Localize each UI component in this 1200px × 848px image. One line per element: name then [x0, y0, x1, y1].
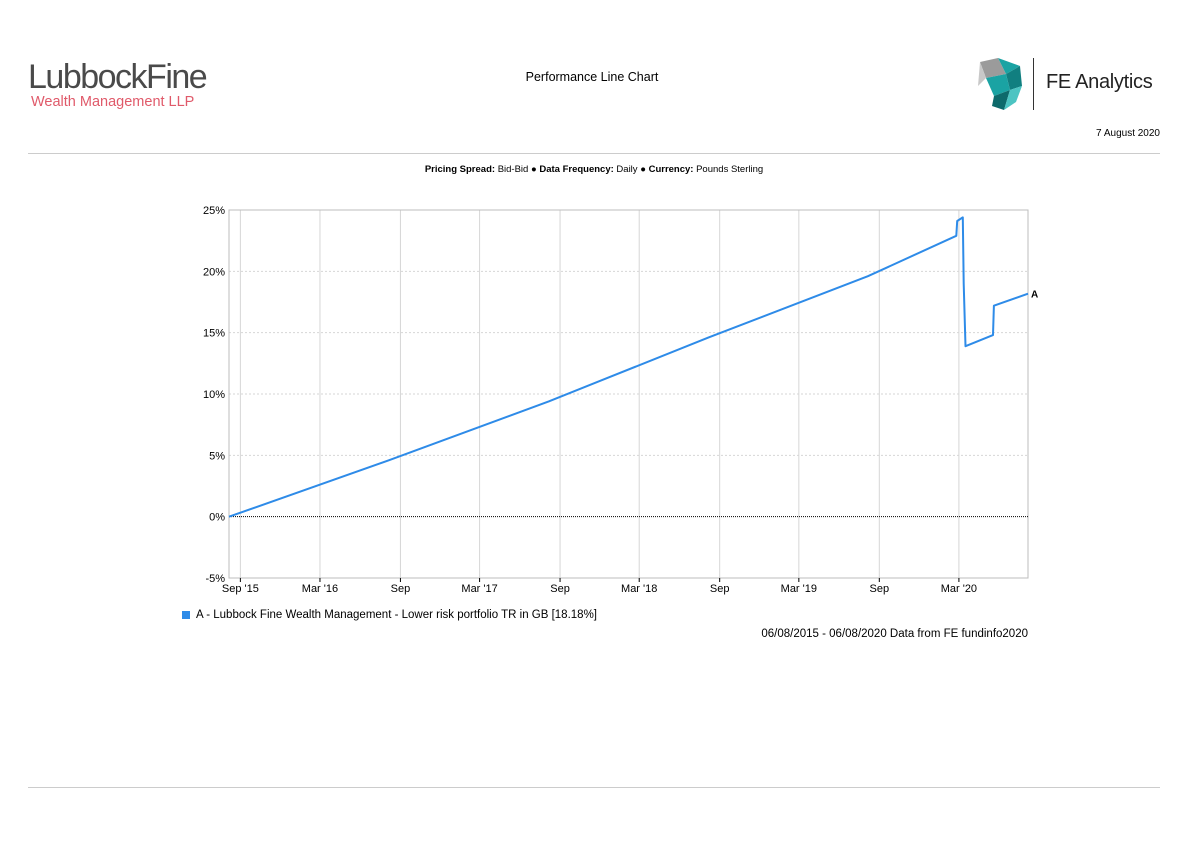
- footer-divider: [28, 787, 1160, 788]
- pricing-spread-value: Bid-Bid: [497, 164, 529, 175]
- y-tick-label: 5%: [209, 450, 225, 462]
- header-divider: [28, 153, 1160, 154]
- brand-subtitle: Wealth Management LLP: [31, 94, 195, 110]
- data-source-note: 06/08/2015 - 06/08/2020 Data from FE fun…: [761, 628, 1028, 640]
- x-tick-label: Sep: [391, 583, 411, 595]
- y-tick-label: 0%: [209, 512, 225, 524]
- chart-settings-line: Pricing Spread: Bid-Bid ● Data Frequency…: [0, 164, 1188, 175]
- y-tick-label: -5%: [205, 573, 225, 585]
- lubbock-fine-logo: LubbockFine Wealth Management LLP: [28, 58, 228, 114]
- x-tick-label: Mar '17: [461, 583, 497, 595]
- series-line: [228, 216, 1029, 518]
- page-title: Performance Line Chart: [525, 70, 659, 84]
- x-tick-label: Sep '15: [222, 583, 259, 595]
- x-tick-label: Sep: [550, 583, 570, 595]
- x-tick-label: Sep: [710, 583, 730, 595]
- y-tick-label: 10%: [203, 389, 225, 401]
- x-tick-label: Mar '16: [302, 583, 338, 595]
- currency-value: Pounds Sterling: [696, 164, 764, 175]
- fe-analytics-logo: FE Analytics: [976, 56, 1166, 112]
- series-end-label: A: [1031, 290, 1038, 301]
- legend-swatch: [182, 611, 190, 619]
- currency-label: Currency:: [648, 164, 694, 175]
- brand-name: LubbockFine: [28, 58, 208, 96]
- chart-legend: A - Lubbock Fine Wealth Management - Low…: [182, 609, 597, 621]
- y-tick-label: 20%: [203, 266, 225, 278]
- x-tick-label: Mar '19: [781, 583, 817, 595]
- y-tick-label: 15%: [203, 328, 225, 340]
- logo-separator: [1033, 58, 1034, 110]
- x-tick-label: Mar '18: [621, 583, 657, 595]
- pricing-spread-label: Pricing Spread:: [424, 164, 496, 175]
- data-frequency-label: Data Frequency:: [539, 164, 614, 175]
- data-frequency-value: Daily: [616, 164, 638, 175]
- separator-dot: ●: [530, 164, 537, 175]
- x-tick-label: Sep: [870, 583, 890, 595]
- x-tick-label: Mar '20: [941, 583, 977, 595]
- legend-label: A - Lubbock Fine Wealth Management - Low…: [196, 609, 597, 621]
- provider-name: FE Analytics: [1046, 71, 1153, 93]
- fe-logo-icon: [978, 58, 1022, 110]
- plot-frame: [228, 209, 1029, 579]
- y-tick-label: 25%: [203, 205, 225, 217]
- report-date: 7 August 2020: [1096, 128, 1160, 139]
- separator-dot: ●: [640, 164, 646, 175]
